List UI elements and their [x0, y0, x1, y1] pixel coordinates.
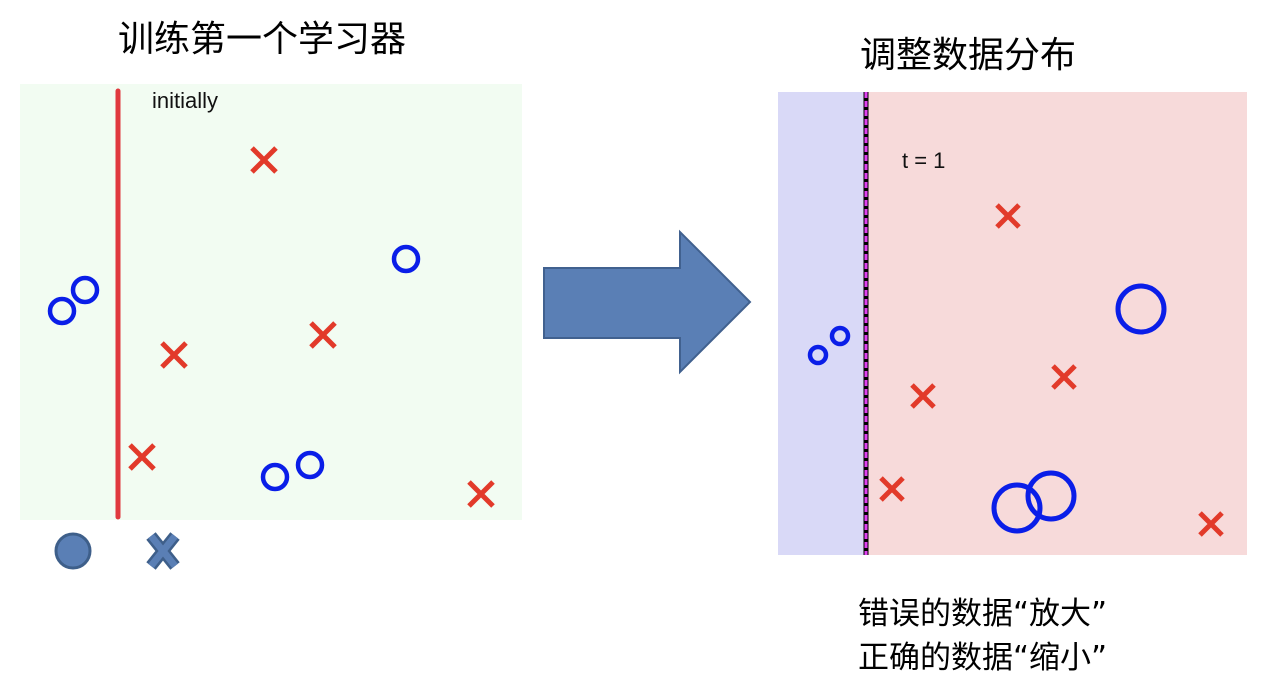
- right-arrow-icon: [543, 229, 752, 375]
- left-points: [47, 146, 495, 508]
- circle-sample: [829, 325, 851, 347]
- cross-sample: [879, 476, 905, 502]
- circle-sample: [807, 344, 829, 366]
- cross-sample: [467, 480, 495, 508]
- cross-sample: [250, 146, 278, 174]
- circle-sample: [1115, 283, 1167, 335]
- cross-class-legend-icon: [146, 532, 180, 570]
- cross-sample: [995, 203, 1021, 229]
- left-panel-background: [20, 84, 522, 520]
- circle-sample: [260, 462, 290, 492]
- caption-line-2: 正确的数据“缩小”: [858, 640, 1108, 676]
- cross-sample: [160, 341, 188, 369]
- circle-sample: [1025, 470, 1077, 522]
- circle-sample: [295, 450, 325, 480]
- initially-label: initially: [152, 88, 218, 113]
- left-title: 训练第一个学习器: [118, 19, 407, 60]
- caption-line-1: 错误的数据“放大”: [858, 596, 1108, 632]
- right-title: 调整数据分布: [860, 35, 1077, 76]
- circle-sample: [70, 275, 100, 305]
- circle-sample: [391, 244, 421, 274]
- right-points: [807, 203, 1224, 537]
- positive-region: [864, 92, 1247, 555]
- iteration-label: t = 1: [902, 148, 945, 173]
- circle-sample: [991, 482, 1043, 534]
- cross-sample: [1198, 511, 1224, 537]
- circle-class-legend-icon: [54, 532, 92, 570]
- negative-region: [778, 92, 864, 555]
- cross-sample: [309, 321, 337, 349]
- cross-sample: [128, 443, 156, 471]
- cross-sample: [910, 383, 936, 409]
- circle-sample: [47, 296, 77, 326]
- cross-sample: [1051, 364, 1077, 390]
